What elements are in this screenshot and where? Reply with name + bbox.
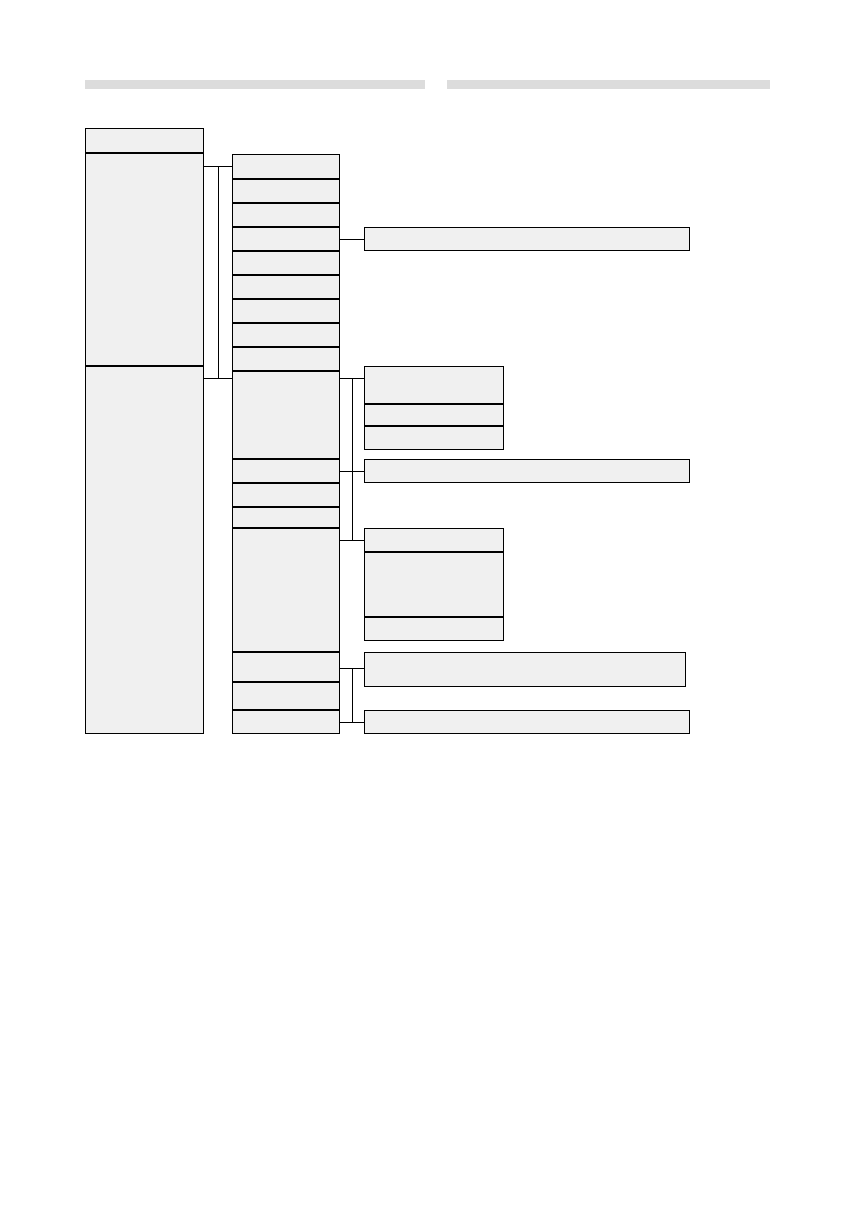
connector-row04-to-wide1 bbox=[340, 239, 364, 240]
level2-row-07[interactable] bbox=[232, 299, 340, 323]
level3-group2-row-c[interactable] bbox=[364, 617, 504, 641]
connector-level1b-to-level2 bbox=[204, 378, 232, 379]
level3-group1-row-b[interactable] bbox=[364, 404, 504, 426]
level2-row-13[interactable] bbox=[232, 507, 340, 528]
level3-wide-box-1[interactable] bbox=[364, 227, 690, 251]
level3-group1-row-c[interactable] bbox=[364, 426, 504, 450]
level2-row-11[interactable] bbox=[232, 459, 340, 483]
level2-row-10[interactable] bbox=[232, 371, 340, 459]
level2-row-04[interactable] bbox=[232, 227, 340, 251]
level3-wide-box-4[interactable] bbox=[364, 710, 690, 734]
level2-row-12[interactable] bbox=[232, 483, 340, 507]
level2-row-03[interactable] bbox=[232, 203, 340, 227]
header-rule-right-segment bbox=[447, 80, 770, 89]
level2-row-15[interactable] bbox=[232, 652, 340, 682]
level2-row-16[interactable] bbox=[232, 682, 340, 710]
connector-level1-spine bbox=[218, 166, 219, 378]
level2-row-06[interactable] bbox=[232, 275, 340, 299]
level1-box-b[interactable] bbox=[85, 366, 204, 734]
level2-row-01[interactable] bbox=[232, 154, 340, 179]
level3-group2-row-b[interactable] bbox=[364, 552, 504, 617]
level2-row-14[interactable] bbox=[232, 528, 340, 652]
connector-row17-to-wide4 bbox=[340, 722, 364, 723]
level1-box-a[interactable] bbox=[85, 153, 204, 366]
level3-wide-box-3[interactable] bbox=[364, 652, 686, 687]
level1-header-box[interactable] bbox=[85, 128, 204, 153]
level2-row-02[interactable] bbox=[232, 179, 340, 203]
level3-group2-row-a[interactable] bbox=[364, 528, 504, 552]
level2-row-17[interactable] bbox=[232, 710, 340, 734]
level2-row-08[interactable] bbox=[232, 323, 340, 347]
connector-row14-to-group2 bbox=[340, 540, 364, 541]
connector-level3-spine-lower bbox=[352, 668, 353, 722]
level2-row-05[interactable] bbox=[232, 251, 340, 275]
level3-wide-box-2[interactable] bbox=[364, 459, 690, 483]
connector-level3-spine-upper bbox=[352, 378, 353, 540]
level2-row-09[interactable] bbox=[232, 347, 340, 371]
header-rule-left-segment bbox=[85, 80, 425, 89]
level3-group1-row-a[interactable] bbox=[364, 366, 504, 404]
